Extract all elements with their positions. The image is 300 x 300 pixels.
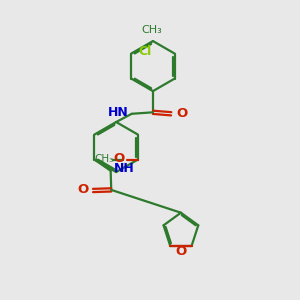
Text: O: O xyxy=(175,244,187,257)
Text: NH: NH xyxy=(114,162,135,175)
Text: O: O xyxy=(77,183,88,196)
Text: HN: HN xyxy=(107,106,128,118)
Text: Cl: Cl xyxy=(139,45,152,58)
Text: CH₃: CH₃ xyxy=(141,25,162,34)
Text: O: O xyxy=(176,107,187,120)
Text: O: O xyxy=(113,152,124,166)
Text: CH₃: CH₃ xyxy=(94,154,113,164)
